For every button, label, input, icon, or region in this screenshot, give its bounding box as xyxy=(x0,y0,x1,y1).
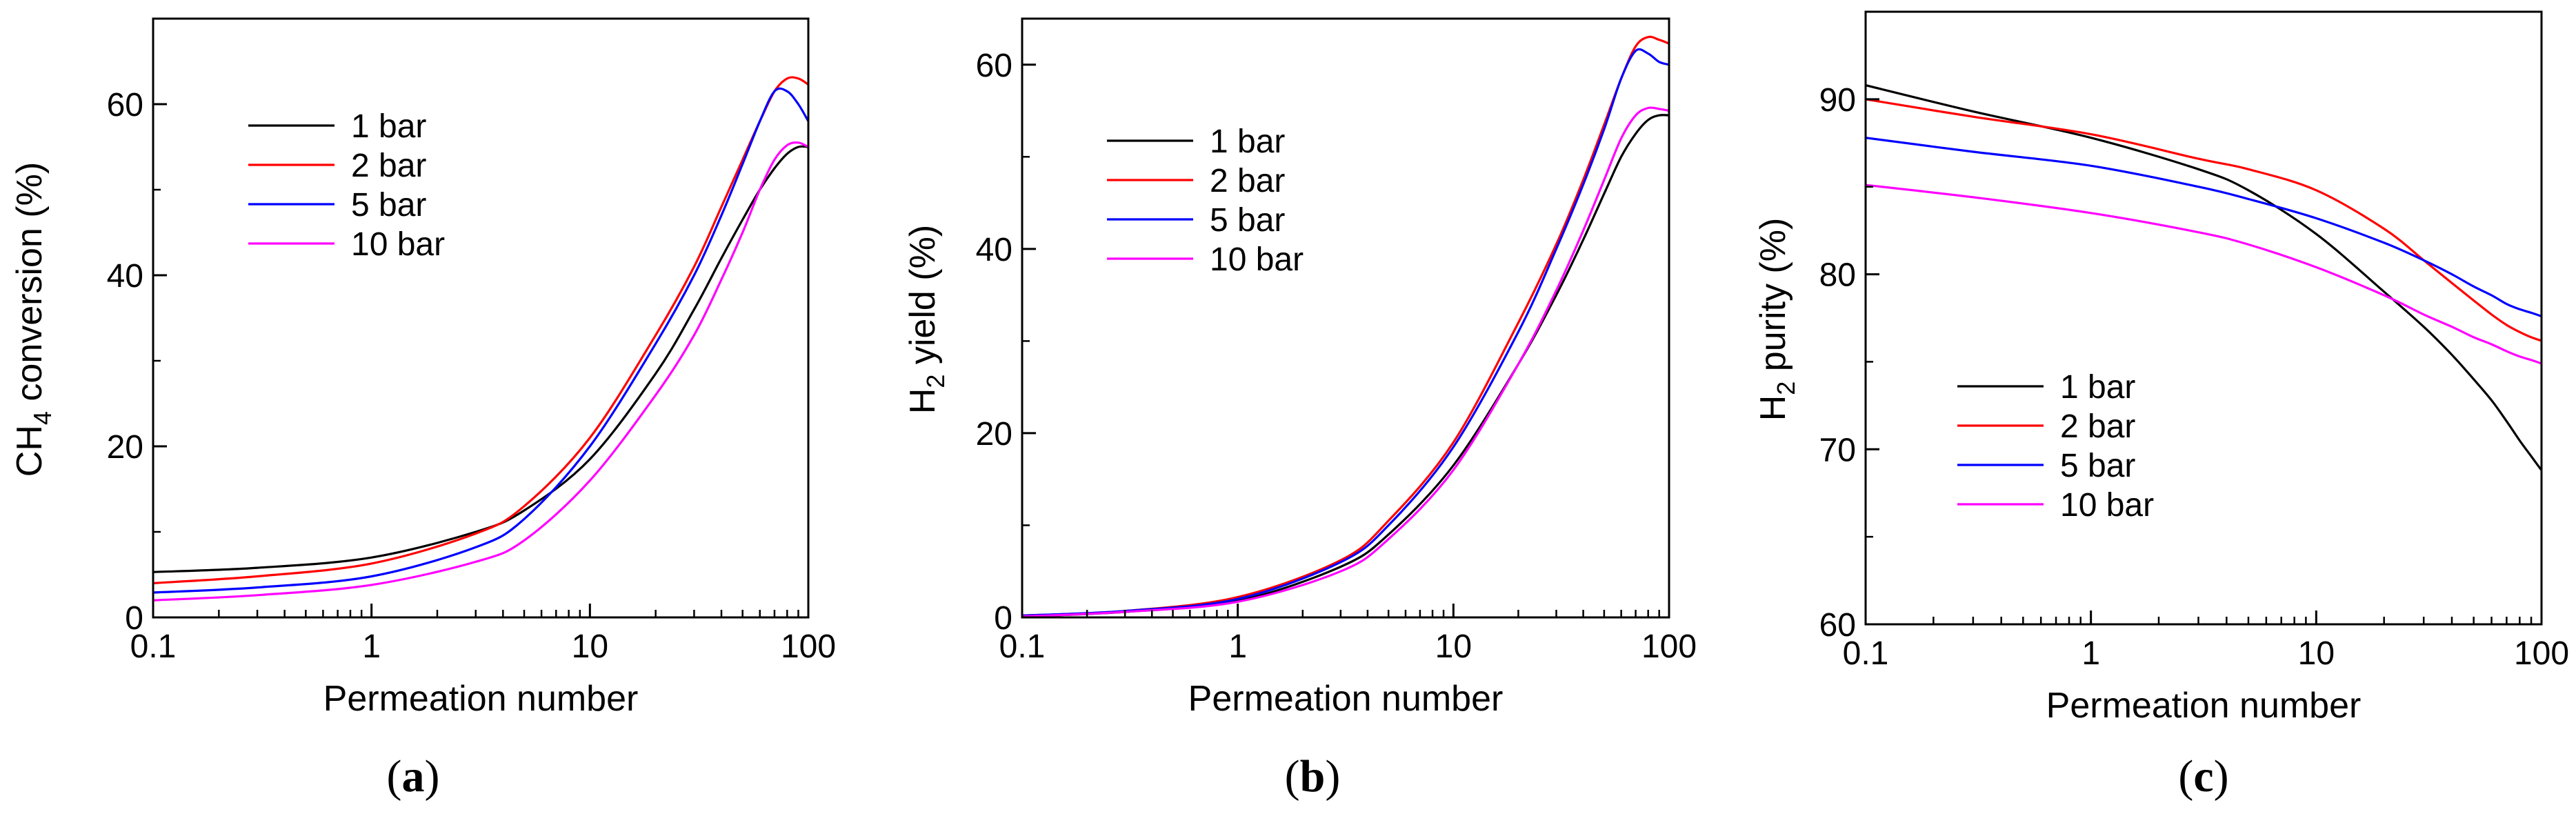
x-tick-label: 0.1 xyxy=(130,628,177,665)
plot-frame xyxy=(1864,10,2543,626)
plot-frame xyxy=(1021,17,1670,619)
y-tick-label: 0 xyxy=(994,600,1012,637)
y-tick-label: 60 xyxy=(976,48,1012,84)
legend-label: 2 bar xyxy=(2060,408,2135,445)
panel-caption: (c) xyxy=(2178,751,2228,802)
y-tick-label: 60 xyxy=(1819,607,1856,644)
y-axis-label: CH4 conversion (%) xyxy=(10,162,57,477)
x-tick-label: 100 xyxy=(781,628,836,665)
x-axis-label: Permeation number xyxy=(1188,679,1504,719)
series-line-2-bar xyxy=(153,76,808,584)
x-axis-label: Permeation number xyxy=(2046,686,2362,726)
y-tick-label: 20 xyxy=(107,429,143,466)
x-tick-label: 1 xyxy=(2081,635,2100,672)
series-line-5-bar xyxy=(153,87,808,594)
y-tick-label: 60 xyxy=(107,87,143,123)
series-line-10-bar xyxy=(1022,106,1669,617)
series-line-1-bar xyxy=(1022,114,1669,617)
y-tick-label: 40 xyxy=(976,232,1012,268)
x-tick-label: 100 xyxy=(2514,635,2569,672)
series-line-1-bar xyxy=(1866,84,2542,471)
x-tick-label: 10 xyxy=(2298,635,2335,672)
legend-label: 10 bar xyxy=(351,226,445,263)
legend-label: 10 bar xyxy=(1210,241,1304,278)
legend-label: 1 bar xyxy=(2060,369,2135,406)
series-line-1-bar xyxy=(153,145,808,573)
x-tick-label: 1 xyxy=(1228,628,1247,665)
y-tick-label: 70 xyxy=(1819,432,1856,468)
y-tick-label: 0 xyxy=(125,600,143,637)
y-axis-label: H2 purity (%) xyxy=(1753,218,1800,421)
chart-panel-b: 0.1 1 10 100 0 20 40 60 Permeation number H2 yiel… xyxy=(903,17,1697,802)
plot-frame xyxy=(152,17,810,619)
legend-label: 1 bar xyxy=(351,108,426,145)
legend-label: 5 bar xyxy=(2060,448,2135,484)
series-line-5-bar xyxy=(1866,137,2542,318)
chart-panel-c: 0.1 1 10 100 60 70 80 90 Permeation number H2 pur… xyxy=(1753,10,2569,802)
y-tick-label: 40 xyxy=(107,258,143,295)
legend-label: 2 bar xyxy=(351,148,426,184)
legend-label: 5 bar xyxy=(1210,202,1285,239)
series-line-2-bar xyxy=(1866,98,2542,342)
x-tick-label: 0.1 xyxy=(1843,635,1889,672)
series-line-10-bar xyxy=(153,141,808,602)
panel-caption: (a) xyxy=(387,751,440,802)
panel-caption: (b) xyxy=(1285,751,1341,802)
x-tick-label: 10 xyxy=(572,628,608,665)
series-line-2-bar xyxy=(1022,35,1669,617)
y-tick-label: 20 xyxy=(976,416,1012,453)
y-tick-label: 90 xyxy=(1819,82,1856,119)
x-axis-label: Permeation number xyxy=(323,679,639,719)
y-axis-label: H2 yield (%) xyxy=(903,225,950,414)
legend-label: 10 bar xyxy=(2060,487,2154,524)
x-tick-label: 10 xyxy=(1435,628,1472,665)
legend-label: 1 bar xyxy=(1210,123,1285,160)
series-line-10-bar xyxy=(1866,183,2542,365)
x-tick-label: 1 xyxy=(362,628,381,665)
x-tick-label: 0.1 xyxy=(999,628,1046,665)
y-tick-label: 80 xyxy=(1819,257,1856,294)
legend-label: 2 bar xyxy=(1210,163,1285,199)
chart-panel-a: 0.1 1 10 100 0 20 40 60 Permeation number CH4 con… xyxy=(10,17,836,802)
legend-label: 5 bar xyxy=(351,187,426,224)
x-tick-label: 100 xyxy=(1641,628,1697,665)
series-line-5-bar xyxy=(1022,48,1669,617)
